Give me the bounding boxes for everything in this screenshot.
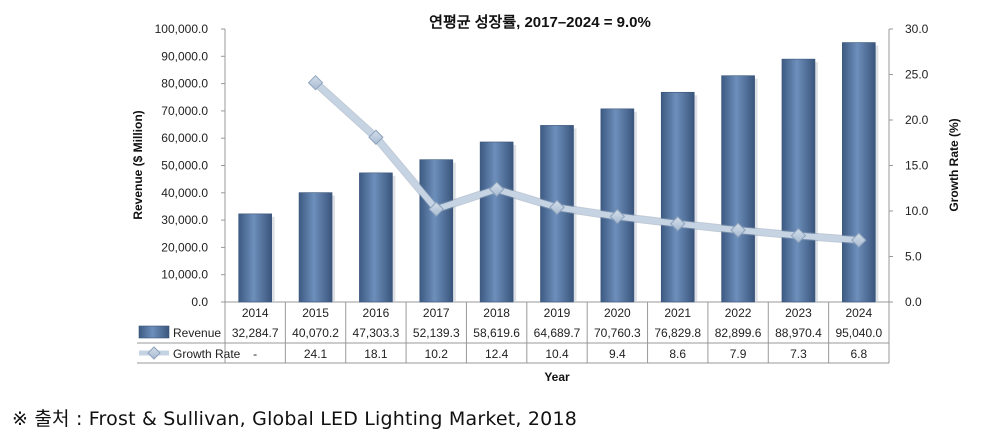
revenue-value-label: 32,284.7 bbox=[232, 326, 279, 340]
growth-rate-value-label: 8.6 bbox=[669, 347, 686, 361]
revenue-bar bbox=[842, 42, 876, 303]
revenue-value-label: 95,040.0 bbox=[835, 326, 882, 340]
growth-rate-value-label: 10.4 bbox=[545, 347, 569, 361]
source-note: ※ 출처 : Frost & Sullivan, Global LED Ligh… bbox=[12, 408, 578, 430]
chart: 연평균 성장률, 2017–2024 = 9.0% Revenue ($ Mil… bbox=[131, 13, 961, 384]
y-tick-label: 20,000.0 bbox=[161, 240, 208, 254]
x-tick-label: 2023 bbox=[785, 306, 812, 320]
x-tick-label: 2022 bbox=[725, 306, 752, 320]
growth-rate-value-label: 7.9 bbox=[730, 347, 747, 361]
data-table: 2014 32,284.7 - 2015 40,070.2 24.1 2016 47,303.… bbox=[137, 302, 890, 364]
x-tick-label: 2015 bbox=[302, 306, 329, 320]
y2-tick-label: 10.0 bbox=[905, 204, 929, 218]
y2-tick-label: 15.0 bbox=[905, 159, 929, 173]
revenue-value-label: 58,619.6 bbox=[473, 326, 520, 340]
revenue-value-label: 47,303.3 bbox=[353, 326, 400, 340]
x-tick-label: 2017 bbox=[423, 306, 450, 320]
y-tick-label: 50,000.0 bbox=[161, 159, 208, 173]
growth-rate-value-label: 18.1 bbox=[364, 347, 388, 361]
y-tick-label: 100,000.0 bbox=[155, 22, 209, 36]
legend-key-growth-marker bbox=[147, 346, 161, 360]
revenue-bar bbox=[781, 58, 816, 303]
growth-rate-value-label: 12.4 bbox=[485, 347, 509, 361]
revenue-value-label: 82,899.6 bbox=[715, 326, 762, 340]
growth-rate-point bbox=[730, 222, 746, 238]
y2-tick-label: 0.0 bbox=[905, 295, 922, 309]
growth-rate-value-label: 10.2 bbox=[425, 347, 449, 361]
revenue-bar bbox=[600, 108, 635, 303]
legend-label-growth-rate: Growth Rate bbox=[173, 347, 241, 361]
growth-rate-value-label: 6.8 bbox=[850, 347, 867, 361]
growth-rate-value-label: 24.1 bbox=[304, 347, 328, 361]
y-tick-label: 30,000.0 bbox=[161, 213, 208, 227]
chart-title: 연평균 성장률, 2017–2024 = 9.0% bbox=[429, 13, 651, 31]
y-tick-label: 70,000.0 bbox=[161, 104, 208, 118]
growth-rate-point bbox=[488, 181, 505, 197]
revenue-value-label: 64,689.7 bbox=[534, 326, 581, 340]
growth-rate-line bbox=[307, 74, 867, 248]
x-tick-label: 2021 bbox=[664, 306, 691, 320]
x-tick-label: 2020 bbox=[604, 306, 631, 320]
legend-label-revenue: Revenue bbox=[173, 326, 221, 340]
revenue-bar bbox=[479, 141, 514, 303]
y-axis-title: Revenue ($ Million) bbox=[131, 110, 145, 219]
y2-axis-title: Growth Rate (%) bbox=[947, 118, 961, 211]
right-axis-ticks: 0.0 5.0 10.0 15.0 20.0 25.0 30.0 bbox=[889, 22, 929, 309]
x-tick-label: 2019 bbox=[544, 306, 571, 320]
y2-tick-label: 20.0 bbox=[905, 113, 929, 127]
revenue-value-label: 52,139.3 bbox=[413, 326, 460, 340]
x-axis-title: Year bbox=[544, 370, 570, 384]
revenue-bars bbox=[238, 42, 879, 303]
y-tick-label: 10,000.0 bbox=[161, 268, 208, 282]
y-tick-label: 90,000.0 bbox=[161, 49, 208, 63]
growth-rate-value-label: - bbox=[253, 347, 257, 361]
revenue-bar bbox=[238, 213, 272, 303]
y-tick-label: 0.0 bbox=[191, 295, 208, 309]
growth-rate-point bbox=[670, 216, 686, 232]
revenue-value-label: 76,829.8 bbox=[654, 326, 701, 340]
y2-tick-label: 25.0 bbox=[905, 68, 929, 82]
y2-tick-label: 5.0 bbox=[905, 250, 922, 264]
growth-rate-point bbox=[368, 129, 384, 145]
y-tick-label: 60,000.0 bbox=[161, 131, 208, 145]
revenue-bar bbox=[359, 172, 393, 303]
growth-rate-series-line bbox=[312, 79, 862, 244]
growth-rate-value-label: 9.4 bbox=[609, 347, 626, 361]
growth-rate-point bbox=[307, 74, 324, 91]
revenue-value-label: 40,070.2 bbox=[292, 326, 339, 340]
revenue-bar bbox=[419, 159, 454, 303]
y-tick-label: 40,000.0 bbox=[161, 186, 208, 200]
growth-rate-point bbox=[851, 232, 867, 248]
x-tick-label: 2018 bbox=[483, 306, 510, 320]
y-tick-label: 80,000.0 bbox=[161, 77, 208, 91]
revenue-value-label: 70,760.3 bbox=[594, 326, 641, 340]
revenue-value-label: 88,970.4 bbox=[775, 326, 822, 340]
growth-rate-point bbox=[609, 208, 626, 225]
x-tick-label: 2024 bbox=[845, 306, 872, 320]
revenue-bar bbox=[298, 192, 333, 303]
growth-rate-point bbox=[428, 201, 444, 217]
growth-rate-point bbox=[790, 227, 807, 244]
revenue-bar bbox=[721, 75, 755, 303]
x-tick-label: 2016 bbox=[363, 306, 390, 320]
growth-rate-point bbox=[549, 199, 565, 216]
legend-key-revenue bbox=[138, 325, 170, 339]
left-axis-ticks: 0.0 10,000.0 20,000.0 30,000.0 40,000.0 50,00… bbox=[155, 22, 225, 309]
x-tick-label: 2014 bbox=[242, 306, 269, 320]
growth-rate-value-label: 7.3 bbox=[790, 347, 807, 361]
revenue-bar bbox=[660, 91, 695, 303]
y2-tick-label: 30.0 bbox=[905, 22, 929, 36]
